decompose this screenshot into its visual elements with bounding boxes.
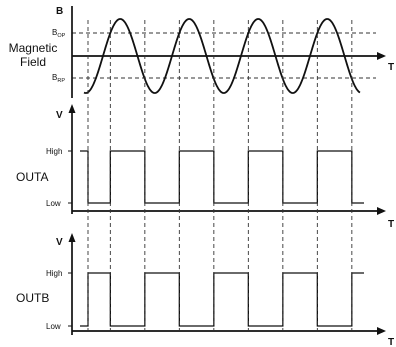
transition-guide-lines [87,20,353,330]
magnetic-x-axis-label: T [388,62,394,73]
magnetic-x-axis-arrow [377,52,386,60]
outb-panel: V T High Low OUTB [16,233,394,347]
outb-high-label: High [46,269,62,278]
outa-panel: V T High Low OUTA [16,104,394,230]
outa-x-axis-arrow [377,207,386,215]
magnetic-y-axis-label: B [56,6,63,17]
outb-low-label: Low [46,322,61,331]
outb-label: OUTB [16,291,49,305]
magnetic-field-label-line2: Field [20,55,46,69]
outa-x-axis-label: T [388,219,394,230]
outb-y-axis-arrow [68,233,76,242]
magnetic-field-label-line1: Magnetic [9,41,58,55]
outa-label: OUTA [16,170,48,184]
magnetic-field-panel: B Magnetic Field BOP BRP T [9,6,394,98]
outb-square-wave [80,272,364,327]
magnetic-field-sine-wave [83,18,361,94]
outb-x-axis-arrow [377,327,386,335]
outa-high-label: High [46,147,62,156]
outb-x-axis-label: T [388,337,394,347]
outa-square-wave [80,150,364,204]
outb-y-axis-label: V [56,237,63,248]
outa-y-axis-arrow [68,104,76,113]
outa-low-label: Low [46,199,61,208]
bop-threshold-label: BOP [52,28,66,39]
brp-threshold-label: BRP [52,73,65,84]
outa-y-axis-label: V [56,110,63,121]
